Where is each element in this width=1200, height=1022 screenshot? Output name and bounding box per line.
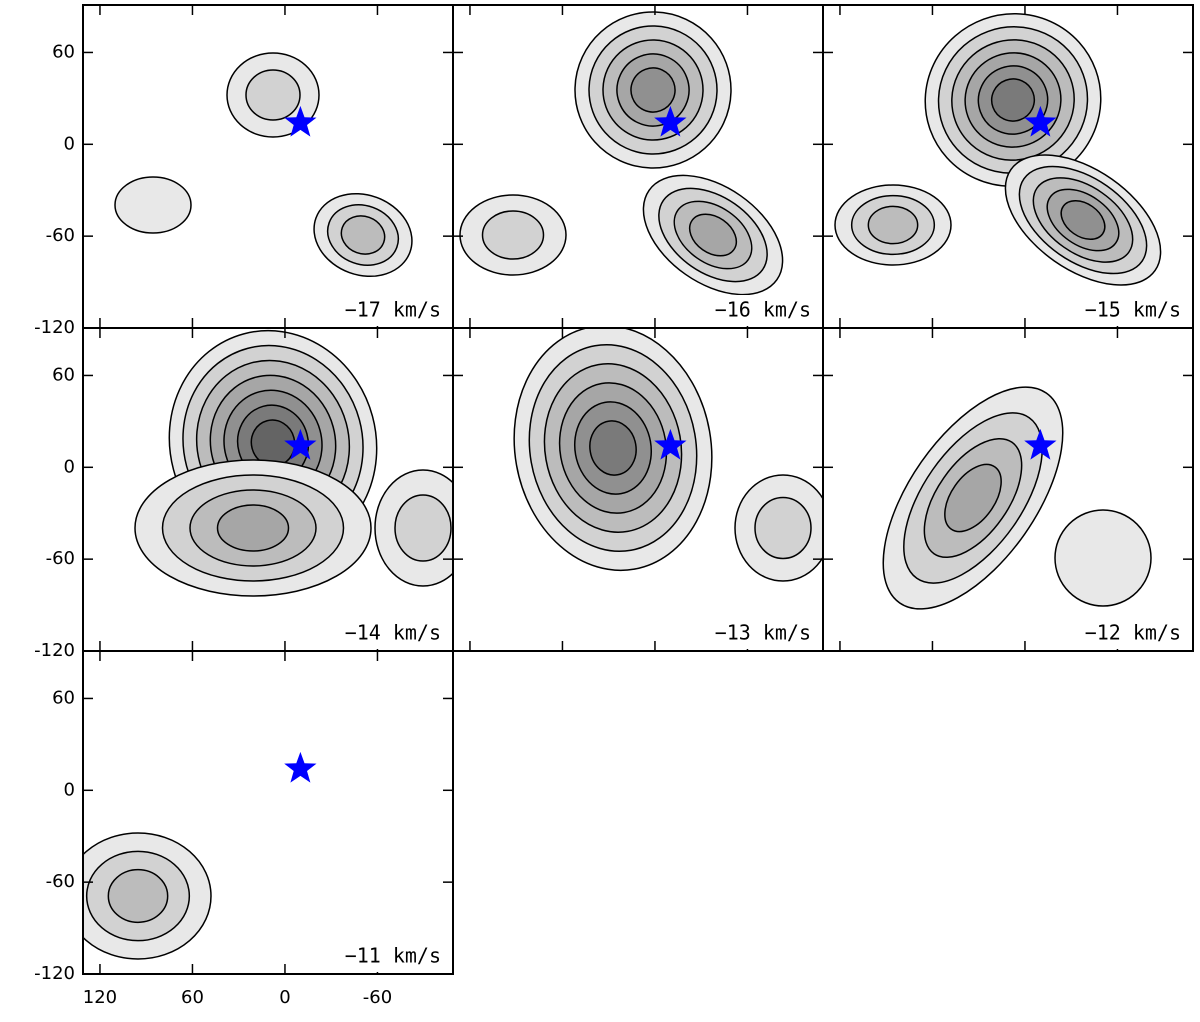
emission bbox=[459, 11, 784, 296]
x-tick-label: 60 bbox=[181, 987, 204, 1008]
x-tick-label: 120 bbox=[83, 987, 117, 1008]
panel: −13 km/s bbox=[452, 327, 824, 652]
x-tick-label: -60 bbox=[363, 987, 392, 1008]
emission bbox=[882, 386, 1152, 610]
star bbox=[284, 428, 317, 460]
y-tick-label: -60 bbox=[46, 548, 75, 569]
panel: -120 -60 0 60 −14 km/s bbox=[34, 327, 454, 661]
y-tick-label: -60 bbox=[46, 225, 75, 246]
contour bbox=[1054, 509, 1152, 607]
contour bbox=[990, 78, 1036, 122]
y-tick-label: 60 bbox=[52, 364, 75, 385]
emission bbox=[513, 328, 823, 582]
emission bbox=[134, 329, 453, 597]
x-tick-label: 0 bbox=[279, 987, 290, 1008]
panel-label: −17 km/s bbox=[345, 298, 441, 322]
frame bbox=[82, 650, 454, 975]
star bbox=[1024, 428, 1057, 460]
panel: -120 -60 0 60 −17 km/s bbox=[34, 4, 454, 338]
panel-label: −13 km/s bbox=[715, 621, 811, 645]
emission bbox=[834, 13, 1162, 286]
star bbox=[654, 428, 687, 460]
star bbox=[284, 751, 317, 783]
y-tick-label: 60 bbox=[52, 687, 75, 708]
y-tick-label: 0 bbox=[64, 779, 75, 800]
panel-label: −12 km/s bbox=[1085, 621, 1181, 645]
y-tick-label: -60 bbox=[46, 871, 75, 892]
panel-label: −16 km/s bbox=[715, 298, 811, 322]
label-bg bbox=[291, 941, 451, 972]
contour bbox=[630, 67, 676, 113]
contour bbox=[107, 868, 169, 924]
y-tick-label: -120 bbox=[34, 317, 75, 338]
label-bg bbox=[291, 295, 451, 326]
contour bbox=[114, 176, 192, 234]
contour bbox=[1060, 200, 1106, 240]
label-bg bbox=[291, 618, 451, 649]
panel-label: −11 km/s bbox=[345, 944, 441, 968]
y-tick-label: -120 bbox=[34, 963, 75, 984]
contour bbox=[754, 496, 812, 560]
panel: −15 km/s bbox=[822, 4, 1194, 329]
y-tick-label: -120 bbox=[34, 640, 75, 661]
contour bbox=[394, 494, 452, 562]
contour bbox=[245, 69, 301, 121]
label-bg bbox=[661, 618, 821, 649]
y-tick-label: 60 bbox=[52, 41, 75, 62]
contour bbox=[589, 420, 637, 476]
label-bg bbox=[1031, 295, 1191, 326]
panel: 120 60 0 -60 -120 -60 0 60 −11 km/s bbox=[34, 650, 454, 1008]
frame bbox=[822, 327, 1194, 652]
y-tick-label: 0 bbox=[64, 456, 75, 477]
emission bbox=[83, 832, 212, 960]
panel-label: −14 km/s bbox=[345, 621, 441, 645]
contour bbox=[216, 504, 290, 552]
label-bg bbox=[1031, 618, 1191, 649]
contour bbox=[481, 210, 545, 260]
panel-label: −15 km/s bbox=[1085, 298, 1181, 322]
panel: −16 km/s bbox=[452, 4, 824, 329]
star bbox=[654, 105, 687, 137]
contour bbox=[867, 205, 919, 245]
star bbox=[1024, 105, 1057, 137]
contour bbox=[340, 215, 386, 255]
star bbox=[284, 105, 317, 137]
emission bbox=[114, 52, 413, 278]
y-tick-label: 0 bbox=[64, 133, 75, 154]
panel: −12 km/s bbox=[822, 327, 1194, 652]
contour bbox=[688, 213, 738, 257]
contour bbox=[944, 463, 1002, 533]
label-bg bbox=[661, 295, 821, 326]
